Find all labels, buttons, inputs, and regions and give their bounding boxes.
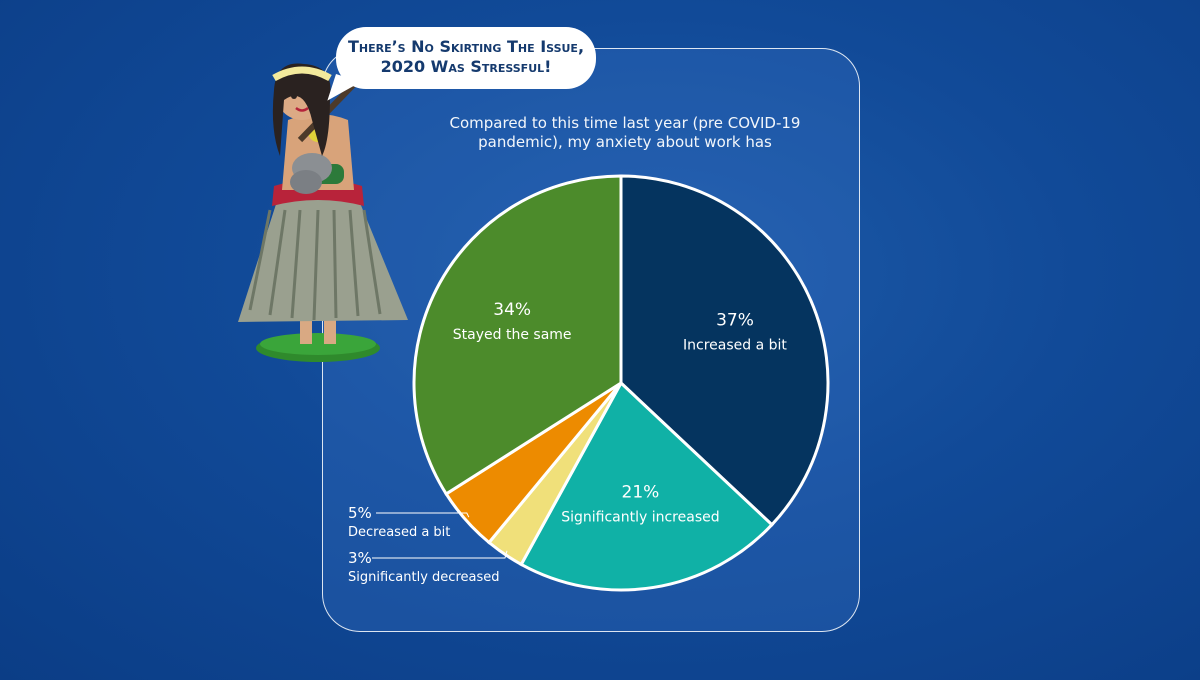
slice-label-stayed-the-same: Stayed the same xyxy=(453,327,572,343)
slice-label-increased-a-bit: Increased a bit xyxy=(683,338,787,354)
speech-bubble: There’s No Skirting The Issue, 2020 Was … xyxy=(336,27,596,89)
slice-label-decreased-a-bit: Decreased a bit xyxy=(348,525,450,540)
leader-line-significantly-decreased xyxy=(372,550,508,559)
pie-slice-increased-a-bit xyxy=(619,174,830,527)
speech-bubble-line-1: There’s No Skirting The Issue, xyxy=(347,37,585,56)
pie-slice-stayed-the-same xyxy=(412,174,623,496)
pct-label-significantly-increased: 21% xyxy=(622,483,660,503)
speech-bubble-line-2: 2020 Was Stressful! xyxy=(380,57,552,76)
pct-label-significantly-decreased: 3% xyxy=(348,549,372,567)
pct-label-increased-a-bit: 37% xyxy=(716,311,754,331)
pct-label-stayed-the-same: 34% xyxy=(493,300,531,320)
pie-slice-significantly-increased xyxy=(519,380,775,592)
pct-label-decreased-a-bit: 5% xyxy=(348,504,372,522)
chart-title: Compared to this time last year (pre COV… xyxy=(449,114,801,151)
slice-label-significantly-decreased: Significantly decreased xyxy=(348,570,500,585)
slice-label-significantly-increased: Significantly increased xyxy=(561,510,719,526)
leader-line-decreased-a-bit xyxy=(376,512,470,518)
hula-figurine-illustration xyxy=(238,63,408,362)
